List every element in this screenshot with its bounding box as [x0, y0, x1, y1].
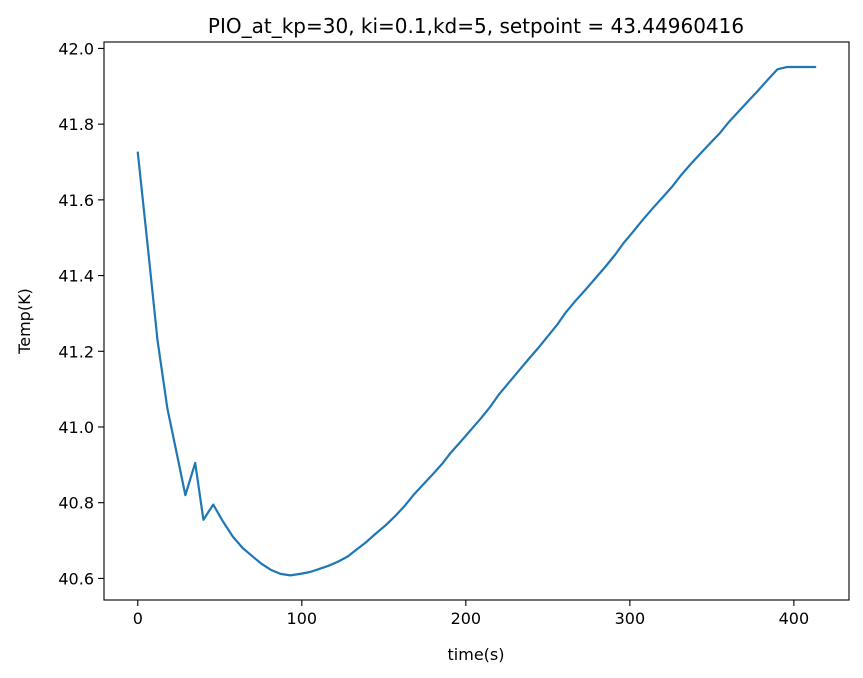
plot-area [104, 42, 849, 600]
x-tick-label: 400 [779, 609, 810, 628]
x-tick-label: 0 [133, 609, 143, 628]
series-layer [136, 65, 817, 577]
y-tick-label: 41.0 [58, 418, 94, 437]
axes-frame [103, 41, 850, 601]
x-tick-label: 100 [287, 609, 318, 628]
x-axis-title: time(s) [448, 645, 505, 664]
x-tick-label: 200 [451, 609, 482, 628]
x-tick-label: 300 [615, 609, 646, 628]
y-axis-title: Temp(K) [15, 288, 34, 355]
y-tick-label: 42.0 [58, 39, 94, 58]
y-tick-label: 41.2 [58, 342, 94, 361]
series-line-0 [136, 65, 817, 577]
y-axis-ticks: 40.6 40.8 41.0 41.2 41.4 41.6 41.8 42.0 [58, 39, 104, 588]
x-axis-ticks: 0 100 200 300 400 [133, 600, 809, 628]
y-tick-label: 41.8 [58, 115, 94, 134]
chart-title: PIO_at_kp=30, ki=0.1,kd=5, setpoint = 43… [208, 14, 744, 38]
y-tick-label: 40.8 [58, 494, 94, 513]
y-tick-label: 40.6 [58, 569, 94, 588]
y-tick-label: 41.4 [58, 267, 94, 286]
y-tick-label: 41.6 [58, 191, 94, 210]
